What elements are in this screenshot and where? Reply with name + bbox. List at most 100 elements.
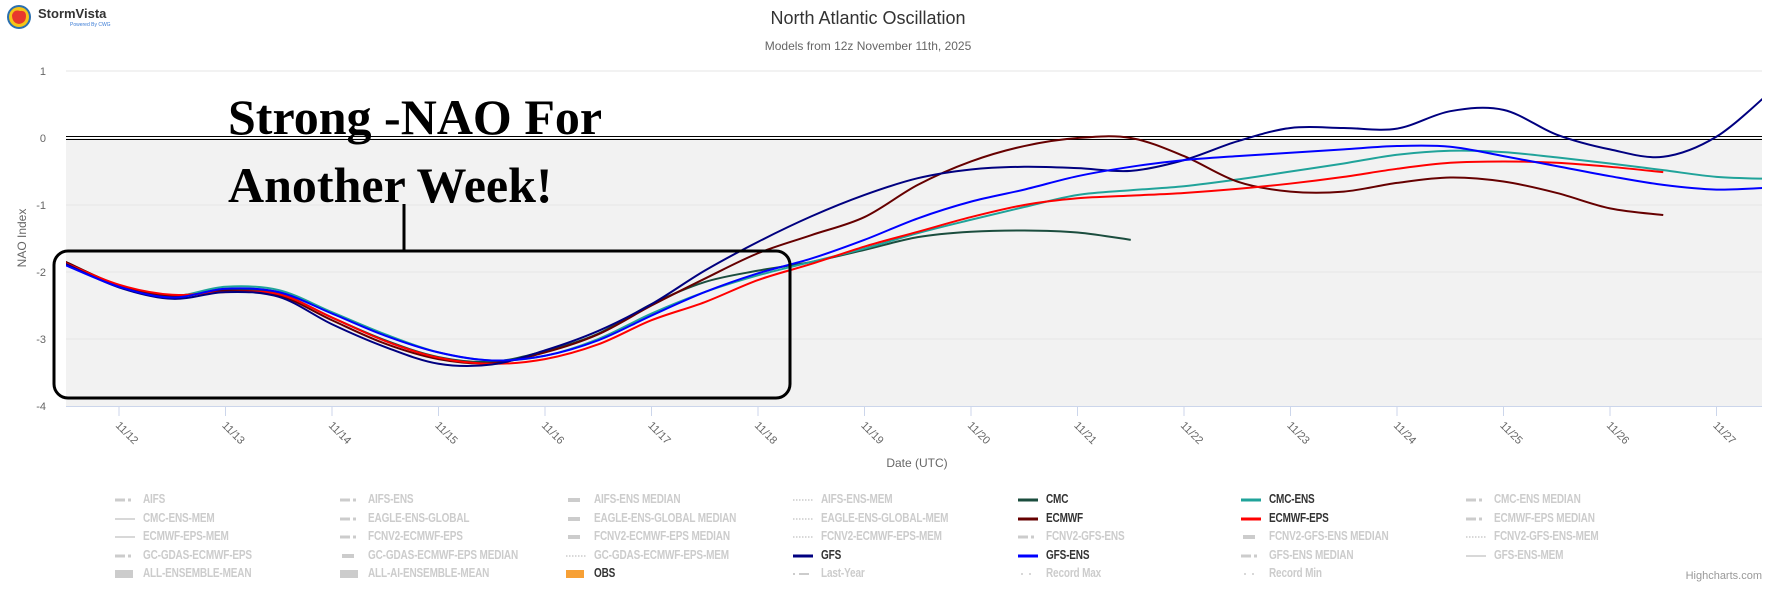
y-tick-label: -2 xyxy=(36,267,46,279)
legend-symbol-icon xyxy=(338,513,362,523)
chart-subtitle: Models from 12z November 11th, 2025 xyxy=(765,39,972,53)
x-tick-label: 11/23 xyxy=(1284,420,1311,447)
legend-symbol-icon xyxy=(113,550,137,560)
annotation-line-2: Another Week! xyxy=(228,157,553,213)
x-tick-label: 11/17 xyxy=(645,420,672,447)
legend-item-ecmwf[interactable]: ECMWF xyxy=(1016,509,1092,527)
legend-item-fcnv2-ecmwf-eps[interactable]: FCNV2-ECMWF-EPS xyxy=(338,527,487,545)
legend-item-aifs-ens[interactable]: AIFS-ENS xyxy=(338,490,425,508)
legend-symbol-icon xyxy=(338,494,362,504)
legend-item-eagle-ens-global-mem[interactable]: EAGLE-ENS-GLOBAL-MEM xyxy=(791,509,980,527)
highcharts-credit[interactable]: Highcharts.com xyxy=(1685,570,1762,582)
legend-symbol-icon xyxy=(564,550,588,560)
y-axis-title: NAO Index xyxy=(15,209,29,268)
legend-item-record-min[interactable]: Record Min xyxy=(1239,564,1335,582)
x-tick-label: 11/22 xyxy=(1178,420,1205,447)
legend-symbol-icon xyxy=(113,568,137,578)
legend-symbol-icon xyxy=(1239,550,1263,560)
legend-item-fcnv2-gfs-ens-median[interactable]: FCNV2-GFS-ENS MEDIAN xyxy=(1239,527,1418,545)
legend-item-ecmwf-eps-mem[interactable]: ECMWF-EPS-MEM xyxy=(113,527,250,545)
legend-label: Record Max xyxy=(1046,566,1102,580)
legend-label: FCNV2-ECMWF-EPS xyxy=(368,529,463,543)
legend-label: EAGLE-ENS-GLOBAL-MEM xyxy=(821,510,949,525)
annotation: Strong -NAO For Another Week! xyxy=(52,89,792,400)
legend-label: EAGLE-ENS-GLOBAL xyxy=(368,510,470,525)
legend-label: OBS xyxy=(594,566,616,580)
legend-symbol-icon xyxy=(1239,568,1263,578)
legend-item-fcnv2-gfs-ens[interactable]: FCNV2-GFS-ENS xyxy=(1016,527,1144,545)
legend-item-gc-gdas-ecmwf-eps[interactable]: GC-GDAS-ECMWF-EPS xyxy=(113,546,279,564)
legend-item-ecmwf-eps[interactable]: ECMWF-EPS xyxy=(1239,509,1344,527)
series-line-gfs-ens[interactable] xyxy=(66,144,1770,362)
legend-item-gfs-ens-mem[interactable]: GFS-ENS-MEM xyxy=(1464,546,1581,564)
annotation-box xyxy=(52,249,792,400)
legend-item-all-ai-ensemble-mean[interactable]: ALL-AI-ENSEMBLE-MEAN xyxy=(338,564,520,582)
legend-label: CMC-ENS MEDIAN xyxy=(1494,492,1581,506)
legend-item-cmc-ens-median[interactable]: CMC-ENS MEDIAN xyxy=(1464,490,1602,508)
legend-symbol-icon xyxy=(1016,513,1040,523)
legend-label: FCNV2-GFS-ENS MEDIAN xyxy=(1269,529,1389,543)
legend-item-fcnv2-ecmwf-eps-mem[interactable]: FCNV2-ECMWF-EPS-MEM xyxy=(791,527,972,545)
legend-item-eagle-ens-global[interactable]: EAGLE-ENS-GLOBAL xyxy=(338,509,495,527)
legend-label: Last-Year xyxy=(821,566,865,580)
legend-item-gc-gdas-ecmwf-eps-median[interactable]: GC-GDAS-ECMWF-EPS MEDIAN xyxy=(338,546,556,564)
legend-symbol-icon xyxy=(791,568,815,578)
legend-item-obs[interactable]: OBS xyxy=(564,564,621,582)
x-tick-label: 11/25 xyxy=(1497,420,1524,447)
series-line-gfs[interactable] xyxy=(66,92,1770,368)
legend-item-gfs-ens[interactable]: GFS-ENS xyxy=(1016,546,1100,564)
legend-symbol-icon xyxy=(1016,568,1040,578)
legend-label: FCNV2-GFS-ENS xyxy=(1046,529,1125,543)
legend-item-cmc-ens-mem[interactable]: CMC-ENS-MEM xyxy=(113,509,232,527)
legend-symbol-icon xyxy=(1239,494,1263,504)
x-tick-label: 11/15 xyxy=(432,420,459,447)
legend-item-fcnv2-ecmwf-eps-median[interactable]: FCNV2-ECMWF-EPS MEDIAN xyxy=(564,527,764,545)
legend-symbol-icon xyxy=(1239,531,1263,541)
legend-label: AIFS-ENS MEDIAN xyxy=(594,492,681,506)
legend-item-eagle-ens-global-median[interactable]: EAGLE-ENS-GLOBAL MEDIAN xyxy=(564,509,772,527)
series-line-cmc-ens[interactable] xyxy=(66,149,1770,362)
legend-symbol-icon xyxy=(1464,531,1488,541)
legend-item-last-year[interactable]: Last-Year xyxy=(791,564,875,582)
x-tick-label: 11/16 xyxy=(539,420,566,447)
legend-label: FCNV2-GFS-ENS-MEM xyxy=(1494,529,1599,543)
legend-symbol-icon xyxy=(564,513,588,523)
x-tick-label: 11/14 xyxy=(326,420,353,447)
legend-label: GC-GDAS-ECMWF-EPS-MEM xyxy=(594,547,729,562)
series-line-ecmwf-eps[interactable] xyxy=(66,160,1664,365)
y-tick-label: 1 xyxy=(40,66,46,78)
legend-symbol-icon xyxy=(1239,513,1263,523)
legend-item-aifs-ens-median[interactable]: AIFS-ENS MEDIAN xyxy=(564,490,702,508)
legend-symbol-icon xyxy=(113,494,137,504)
legend-item-gfs-ens-median[interactable]: GFS-ENS MEDIAN xyxy=(1239,546,1375,564)
legend-item-cmc-ens[interactable]: CMC-ENS xyxy=(1239,490,1326,508)
legend-label: Record Min xyxy=(1269,566,1322,580)
x-tick-label: 11/27 xyxy=(1710,420,1737,447)
x-tick-label: 11/26 xyxy=(1604,420,1631,447)
legend-item-ecmwf-eps-median[interactable]: ECMWF-EPS MEDIAN xyxy=(1464,509,1620,527)
legend-symbol-icon xyxy=(338,550,362,560)
legend-label: CMC xyxy=(1046,492,1069,506)
x-tick-label: 11/13 xyxy=(219,420,246,447)
legend-symbol-icon xyxy=(113,513,137,523)
x-tick-label: 11/24 xyxy=(1391,420,1418,447)
legend-item-aifs[interactable]: AIFS xyxy=(113,490,171,508)
legend-label: FCNV2-ECMWF-EPS-MEM xyxy=(821,529,942,543)
legend-item-fcnv2-gfs-ens-mem[interactable]: FCNV2-GFS-ENS-MEM xyxy=(1464,527,1625,545)
legend-item-gc-gdas-ecmwf-eps-mem[interactable]: GC-GDAS-ECMWF-EPS-MEM xyxy=(564,546,763,564)
series-line-ecmwf[interactable] xyxy=(66,135,1664,365)
legend-label: ECMWF-EPS-MEM xyxy=(143,529,229,543)
legend-item-all-ensemble-mean[interactable]: ALL-ENSEMBLE-MEAN xyxy=(113,564,278,582)
logo-name: StormVista xyxy=(38,5,107,21)
legend-item-gfs[interactable]: GFS xyxy=(791,546,846,564)
legend-label: CMC-ENS xyxy=(1269,492,1315,506)
y-tick-label: -1 xyxy=(36,200,46,212)
legend-item-cmc[interactable]: CMC xyxy=(1016,490,1074,508)
annotation-line-1: Strong -NAO For xyxy=(228,89,602,145)
logo-tagline: Powered By CWG xyxy=(70,21,111,28)
legend-symbol-icon xyxy=(1464,494,1488,504)
legend-symbol-icon xyxy=(791,550,815,560)
x-tick-label: 11/21 xyxy=(1071,420,1098,447)
legend-item-aifs-ens-mem[interactable]: AIFS-ENS-MEM xyxy=(791,490,910,508)
legend-item-record-max[interactable]: Record Max xyxy=(1016,564,1115,582)
